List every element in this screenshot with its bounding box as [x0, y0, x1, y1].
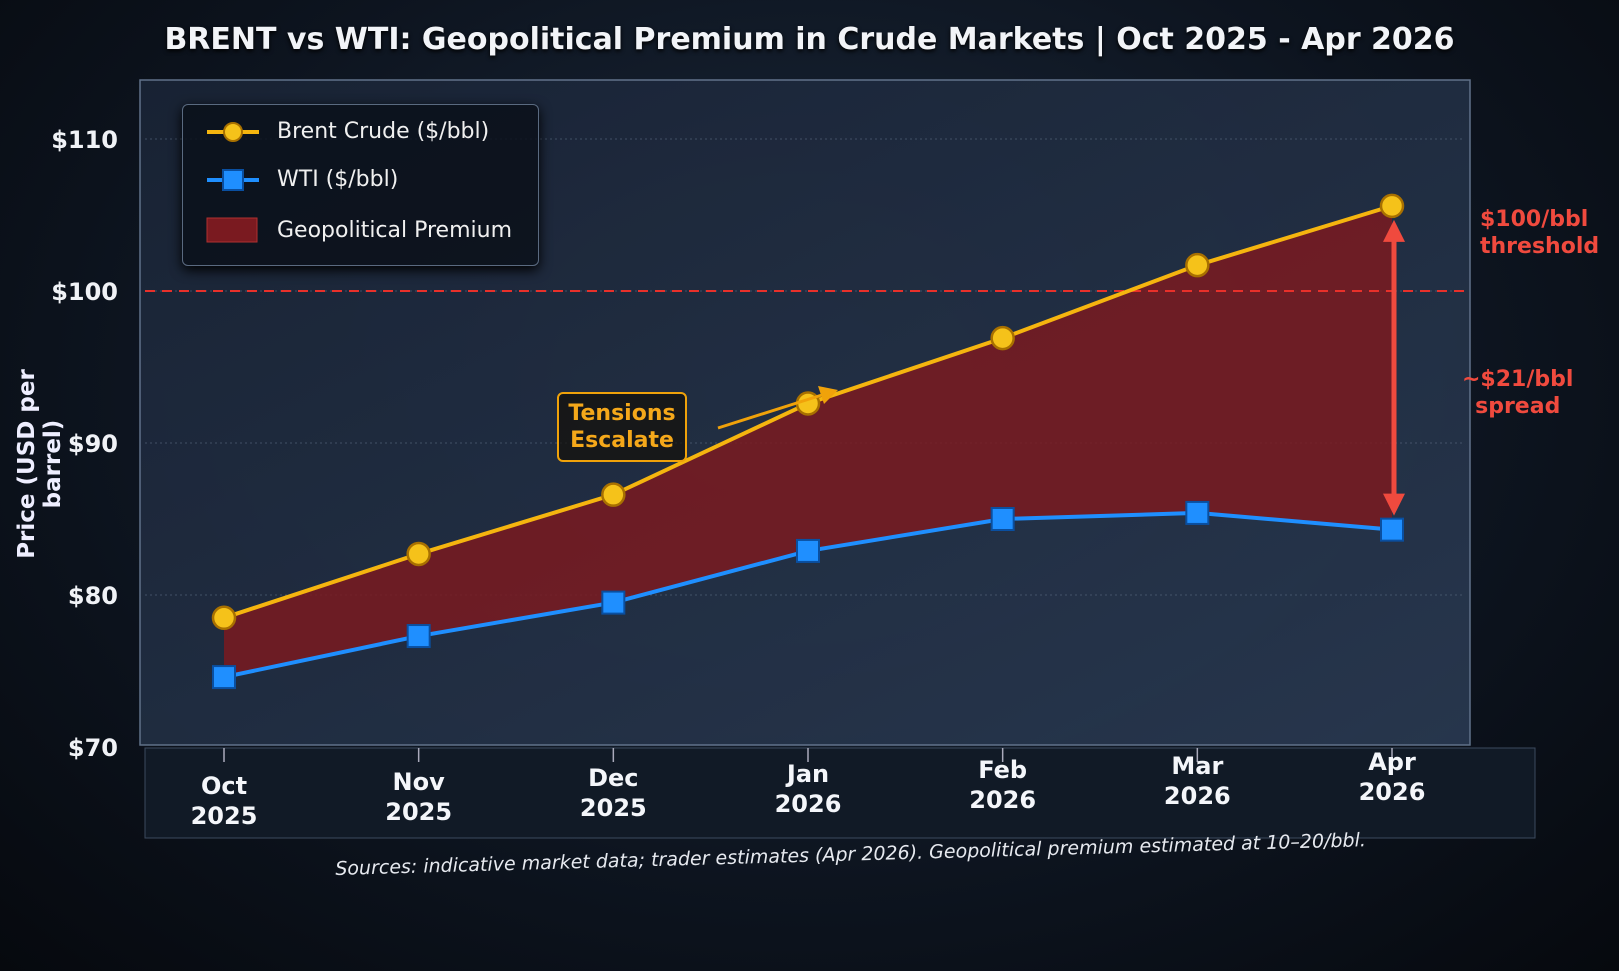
brent-point [601, 482, 626, 507]
brent-point [211, 605, 237, 631]
premium-area [224, 205, 1392, 678]
arrow-head-down [1383, 493, 1405, 516]
brent-point [1379, 193, 1405, 219]
x-tick-label: 2025 [385, 798, 452, 826]
y-tick-label: $80 [68, 582, 118, 610]
x-tick-label: Feb [978, 756, 1027, 784]
wti-point [990, 507, 1015, 531]
x-tick-label: Nov [393, 768, 446, 796]
x-tick-label: 2026 [1164, 782, 1231, 810]
y-tick-label: $70 [68, 734, 118, 762]
y-axis-label: Price (USD per barrel) [14, 369, 66, 559]
threshold-annotation: $100/bbl threshold [1480, 206, 1599, 260]
legend: Brent Crude ($/bbl) WTI ($/bbl) Geopolit… [182, 104, 539, 266]
x-tick-label: 2026 [775, 790, 842, 818]
x-tick-label: 2026 [969, 786, 1036, 814]
x-tick-label: 2025 [580, 794, 647, 822]
brent-point [406, 541, 431, 567]
legend-label: WTI ($/bbl) [277, 167, 399, 192]
legend-item-wti: WTI ($/bbl) [205, 167, 398, 192]
wti-point [601, 590, 626, 615]
x-tick-label: Apr [1368, 748, 1416, 776]
y-tick-label: $90 [68, 430, 118, 458]
annotation-line: Tensions [568, 401, 676, 426]
brent-point [990, 325, 1015, 351]
square-marker-icon [207, 168, 259, 191]
x-tick-label: Dec [588, 764, 638, 792]
fill-swatch-icon [206, 217, 258, 243]
chart-title: BRENT vs WTI: Geopolitical Premium in Cr… [164, 22, 1455, 57]
tensions-annotation: Tensions Escalate [557, 392, 687, 462]
wti-point [1380, 517, 1404, 542]
y-tick-label: $100 [51, 278, 118, 306]
x-tick-label: 2025 [191, 802, 258, 830]
tension-arrow [717, 392, 826, 430]
circle-marker-icon [207, 121, 259, 142]
legend-label: Geopolitical Premium [277, 217, 513, 243]
wti-point [796, 538, 820, 563]
x-tick-label: 2026 [1359, 778, 1426, 806]
legend-item-brent: Brent Crude ($/bbl) [205, 119, 489, 144]
annotation-line: $100/bbl [1480, 207, 1589, 232]
brent-point [1185, 252, 1210, 278]
x-tick-label: Jan [785, 760, 829, 788]
wti-point [212, 665, 236, 690]
x-tick-label: Oct [201, 772, 247, 800]
annotation-line: spread [1475, 394, 1561, 419]
wti-point [406, 624, 431, 649]
legend-item-premium: Geopolitical Premium [205, 215, 512, 245]
arrow-head-up [1383, 219, 1405, 242]
axis-base [144, 747, 1536, 839]
x-tick-label: Mar [1171, 752, 1223, 780]
annotation-line: Escalate [570, 428, 674, 453]
y-tick-label: $110 [51, 126, 118, 154]
spread-annotation: ~$21/bbl spread [1462, 366, 1573, 420]
tension-arrow-head [818, 386, 838, 404]
annotation-line: ~$21/bbl [1462, 367, 1574, 392]
wti-point [1185, 500, 1210, 525]
annotation-line: threshold [1480, 234, 1600, 259]
legend-label: Brent Crude ($/bbl) [277, 119, 490, 144]
